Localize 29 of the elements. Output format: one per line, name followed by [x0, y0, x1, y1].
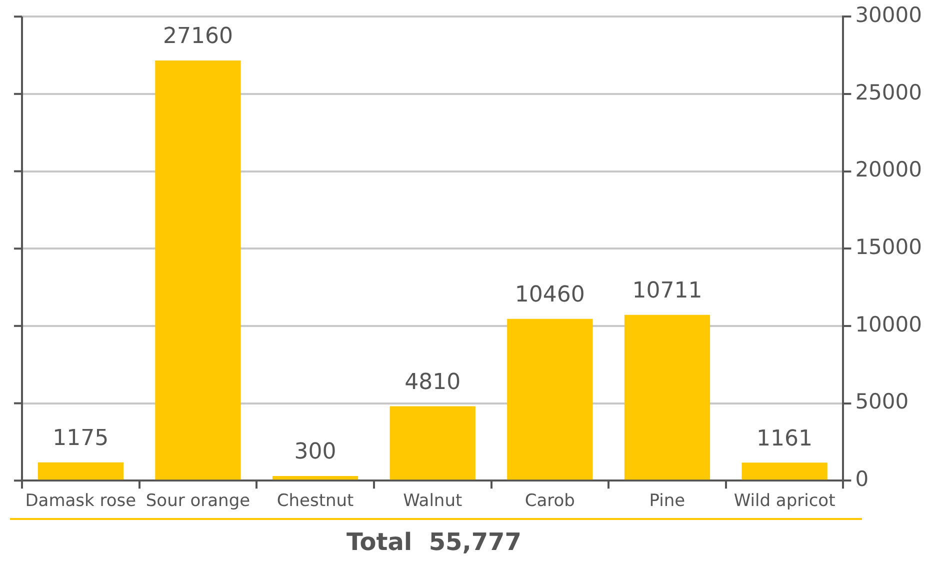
y-tick-label: 0 [855, 467, 869, 492]
bar [390, 406, 476, 480]
x-tick-label: Sour orange [146, 491, 250, 512]
y-tick-label: 15000 [855, 235, 922, 260]
data-label: 4810 [404, 370, 461, 395]
x-tick-label: Pine [649, 491, 686, 512]
bar [155, 60, 241, 480]
data-label: 300 [294, 440, 336, 465]
data-label: 10460 [514, 282, 585, 308]
x-tick-label: Wild apricot [734, 491, 836, 512]
bar [38, 462, 124, 480]
data-label: 1161 [756, 426, 813, 452]
bar [624, 314, 710, 480]
y-tick-label: 5000 [855, 390, 909, 414]
y-tick-label: 20000 [855, 158, 922, 182]
y-tick-label: 30000 [855, 3, 922, 28]
bar [272, 476, 358, 480]
bar [507, 318, 593, 480]
data-label: 10711 [632, 278, 702, 304]
x-tick-label: Walnut [403, 491, 462, 512]
bar [742, 462, 828, 480]
x-tick-label: Carob [524, 491, 575, 512]
text: Total 55,777 [346, 528, 522, 556]
x-tick-label: Damask rose [25, 491, 136, 512]
y-tick-label: 10000 [855, 312, 922, 336]
data-label: 27160 [162, 24, 233, 50]
x-tick-label: Chestnut [276, 491, 354, 512]
y-tick-label: 25000 [855, 80, 922, 104]
data-label: 1175 [52, 426, 109, 452]
